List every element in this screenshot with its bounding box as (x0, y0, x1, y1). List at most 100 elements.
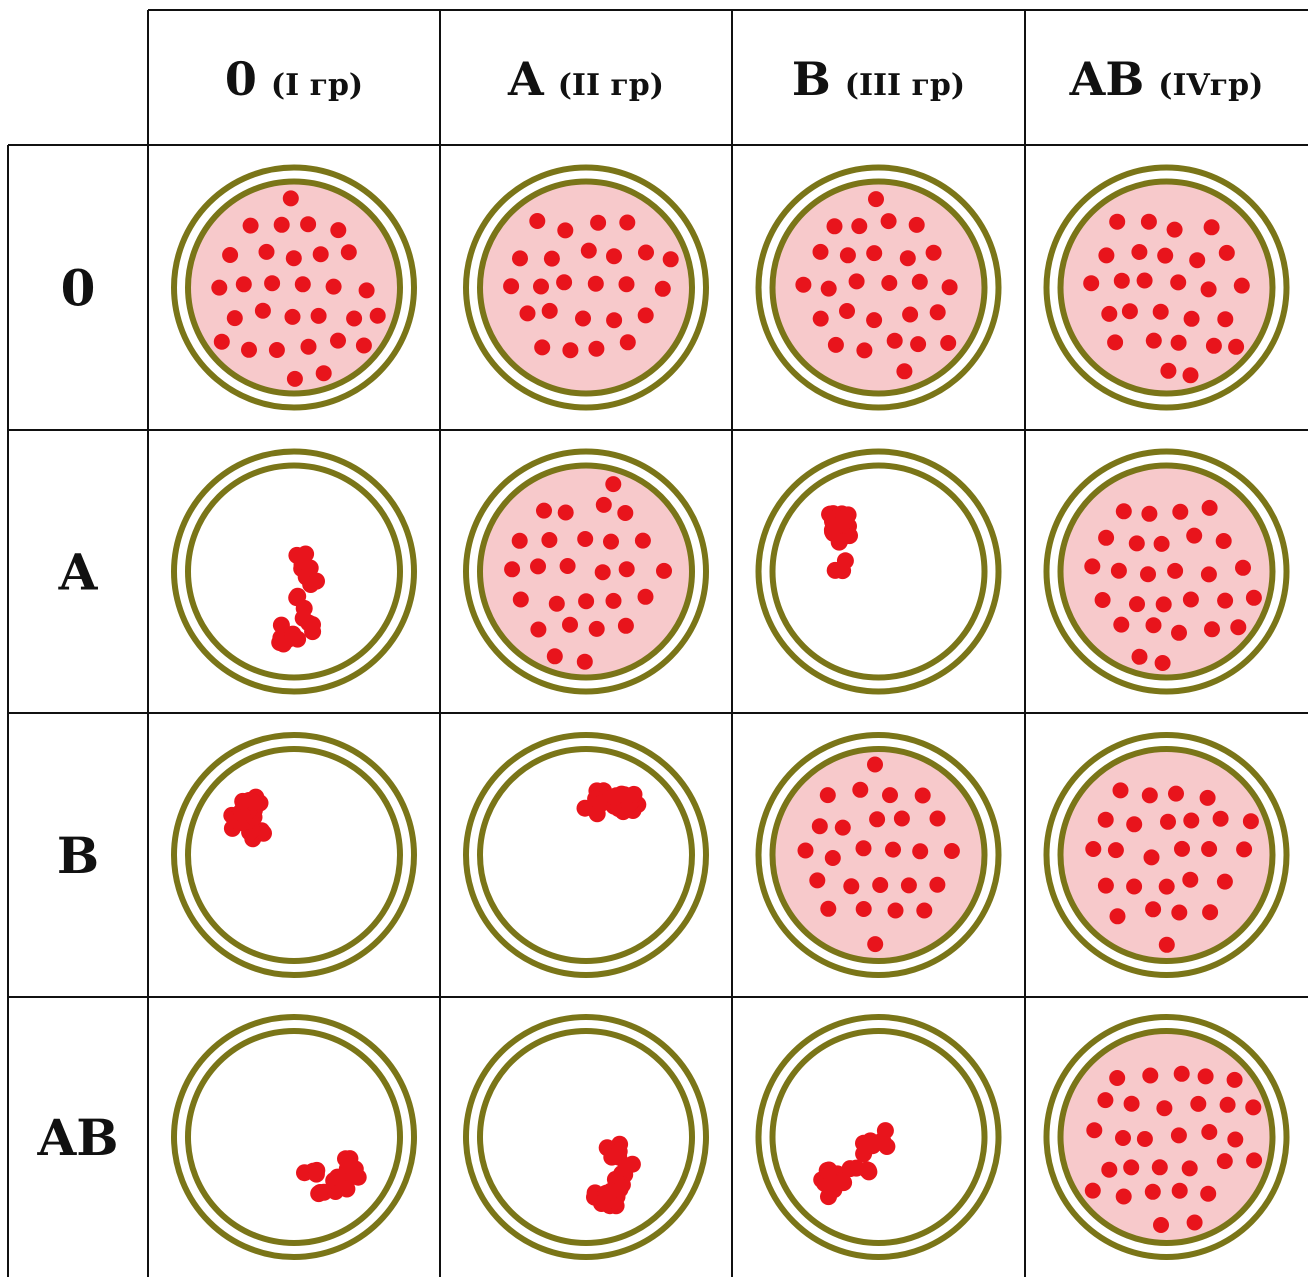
red-blood-cell (358, 282, 375, 299)
red-blood-cell (1182, 367, 1199, 384)
red-blood-cell (548, 595, 565, 612)
red-blood-cell (330, 222, 347, 239)
red-blood-cell (577, 531, 594, 547)
red-blood-cell (1170, 334, 1187, 351)
red-blood-cell (1219, 1096, 1236, 1113)
red-blood-cell (530, 621, 547, 638)
well-agglutinated (171, 1014, 417, 1260)
red-blood-cell (330, 332, 346, 349)
red-blood-cell (1107, 842, 1124, 859)
red-blood-cell (839, 506, 857, 524)
column-header: AB (IVгр) (1069, 52, 1264, 106)
red-blood-cell (836, 552, 854, 570)
red-blood-cell (1110, 562, 1127, 579)
red-blood-cell (656, 562, 672, 579)
red-blood-cell (885, 841, 901, 858)
red-blood-cell (929, 304, 946, 321)
red-blood-cell (590, 214, 607, 231)
red-blood-cell (503, 278, 520, 295)
red-blood-cell (1190, 1095, 1207, 1112)
red-blood-cell (519, 305, 536, 322)
column-group: (I гр) (271, 68, 363, 103)
red-blood-cell (1126, 878, 1143, 895)
red-blood-cell (1140, 566, 1156, 583)
red-blood-cell (914, 787, 931, 804)
red-blood-cell (619, 214, 636, 231)
red-blood-cell (1144, 1183, 1161, 1200)
red-blood-cell (594, 1194, 612, 1212)
red-blood-cell (619, 334, 636, 351)
red-blood-cell (226, 310, 243, 327)
red-blood-cell (1160, 362, 1177, 379)
red-blood-cell (1217, 311, 1234, 328)
red-blood-cell (340, 244, 357, 261)
red-blood-cell (1097, 877, 1114, 894)
red-blood-cell (1101, 1161, 1118, 1178)
red-blood-cell (1203, 219, 1220, 236)
red-blood-cell (1115, 1188, 1132, 1205)
red-blood-cell (1166, 221, 1183, 238)
red-blood-cell (1158, 878, 1175, 895)
red-blood-cell (355, 337, 372, 354)
red-blood-cell (1107, 334, 1124, 351)
red-blood-cell (1145, 901, 1162, 918)
red-blood-cell (872, 877, 889, 893)
red-blood-cell (911, 273, 928, 290)
red-blood-cell (369, 307, 386, 324)
red-blood-cell (272, 616, 290, 634)
red-blood-cell (606, 312, 623, 329)
red-blood-cell (213, 333, 230, 350)
red-blood-cell (1226, 1071, 1243, 1088)
red-blood-cell (1217, 592, 1234, 609)
red-blood-cell (929, 876, 946, 893)
red-blood-cell (881, 275, 898, 291)
red-blood-cell (268, 342, 285, 358)
red-blood-cell (1158, 936, 1175, 953)
red-blood-cell (866, 245, 883, 262)
red-blood-cell (867, 756, 883, 773)
red-blood-cell (504, 561, 521, 578)
red-blood-cell (556, 274, 573, 291)
well-outer-ring (1043, 1014, 1290, 1260)
column-header-text: A (II гр) (507, 52, 664, 106)
red-blood-cell (841, 1160, 859, 1178)
red-blood-cell (1101, 305, 1118, 322)
red-blood-cell (618, 787, 636, 805)
red-blood-cell (855, 901, 872, 917)
well-outer-ring (1043, 732, 1290, 978)
red-blood-cell (575, 310, 591, 327)
red-blood-cell (899, 250, 916, 267)
red-blood-cell (1109, 908, 1126, 925)
red-blood-cell (1170, 1127, 1187, 1144)
red-blood-cell (1123, 1159, 1140, 1176)
red-blood-cell (1152, 303, 1169, 320)
well-outer-ring (463, 448, 709, 695)
red-blood-cell (848, 273, 865, 290)
column-header-text: AB (IVгр) (1069, 52, 1264, 106)
red-blood-cell (530, 558, 546, 575)
red-blood-cell (1242, 813, 1259, 830)
red-blood-cell (843, 878, 860, 895)
red-blood-cell (880, 213, 897, 230)
red-blood-cell (1183, 812, 1200, 829)
well-agglutinated (463, 1014, 709, 1260)
red-blood-cell (1136, 1131, 1153, 1147)
red-blood-cell (557, 504, 574, 521)
red-blood-cell (1183, 310, 1200, 327)
well-clear (1043, 732, 1290, 978)
red-blood-cell (916, 902, 933, 919)
well-outer-ring (1043, 164, 1290, 411)
column-group: (II гр) (558, 68, 664, 103)
red-blood-cell (908, 216, 925, 233)
red-blood-cell (1230, 619, 1247, 636)
well-agglutinated (171, 732, 417, 978)
red-blood-cell (634, 532, 651, 549)
red-blood-cell (1235, 559, 1251, 576)
red-blood-cell (839, 247, 856, 264)
well-clear (1043, 164, 1290, 411)
red-blood-cell (310, 307, 327, 324)
red-blood-cell (852, 781, 869, 798)
red-blood-cell (1098, 247, 1115, 264)
well-outer-ring (463, 164, 709, 411)
